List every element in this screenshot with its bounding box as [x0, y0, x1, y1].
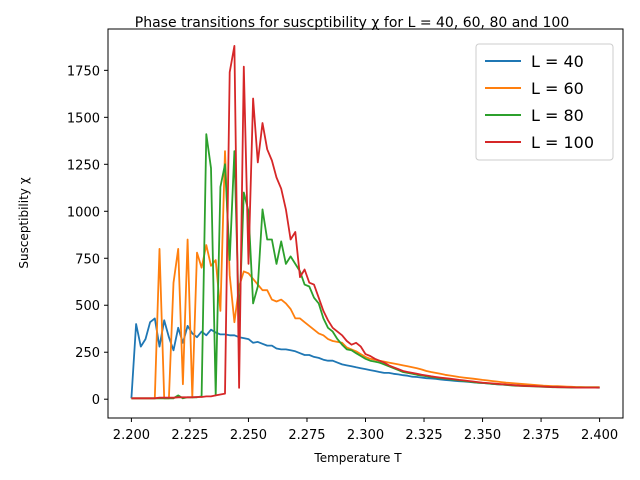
x-tick-label: 2.225: [171, 428, 208, 443]
x-tick-label: 2.400: [581, 428, 618, 443]
x-tick-label: 2.200: [113, 428, 150, 443]
legend-label-4: L = 100: [531, 133, 594, 152]
y-tick-label: 1750: [67, 64, 100, 79]
x-tick-label: 2.325: [405, 428, 442, 443]
legend-label-3: L = 80: [531, 106, 584, 125]
y-tick-label: 500: [75, 299, 100, 314]
legend-label-2: L = 60: [531, 79, 584, 98]
y-axis-label: Susceptibility χ: [17, 177, 31, 268]
legend-box: [475, 43, 614, 161]
x-axis-label: Temperature T: [313, 451, 402, 465]
x-tick-label: 2.350: [464, 428, 501, 443]
y-tick-label: 750: [75, 252, 100, 267]
x-tick-label: 2.375: [522, 428, 559, 443]
x-axis: 2.200 2.225 2.250 2.275 2.300 2.325 2.350 2.375…: [113, 418, 618, 443]
y-axis: 0 250 500 750 1000 1250 1500 1750: [67, 64, 108, 408]
y-tick-label: 1250: [67, 158, 100, 173]
y-tick-label: 1500: [67, 111, 100, 126]
y-tick-label: 1000: [67, 205, 100, 220]
series-line-2: [131, 150, 600, 400]
legend: L = 40 L = 60 L = 80 L = 100: [475, 43, 614, 161]
x-tick-label: 2.300: [347, 428, 384, 443]
x-tick-label: 2.250: [230, 428, 267, 443]
series-line-4: [131, 45, 600, 400]
series-layer: [130, 45, 600, 400]
chart-title: Phase transitions for suscptibility χ fo…: [135, 15, 569, 31]
legend-label-1: L = 40: [531, 52, 584, 71]
x-tick-label: 2.275: [288, 428, 325, 443]
y-tick-label: 0: [92, 393, 100, 408]
y-tick-label: 250: [75, 346, 100, 361]
